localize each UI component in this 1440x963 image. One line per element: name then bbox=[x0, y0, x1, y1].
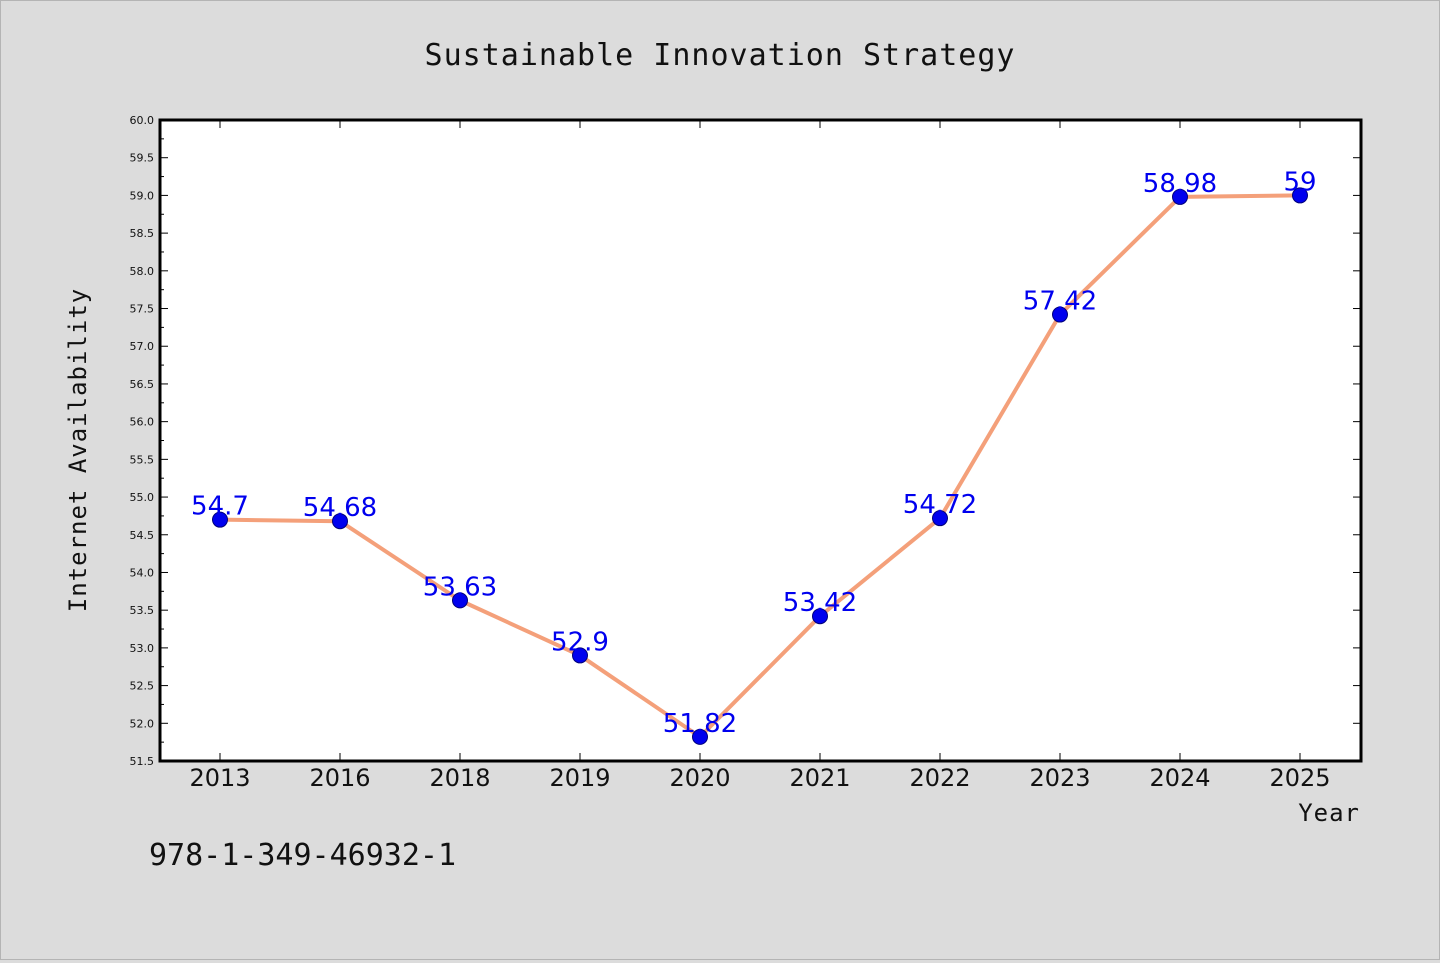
data-point bbox=[692, 728, 708, 745]
x-tick-label: 2018 bbox=[429, 764, 490, 792]
x-tick-label: 2022 bbox=[909, 764, 970, 792]
data-label: 54.68 bbox=[303, 493, 377, 523]
data-point bbox=[1052, 306, 1068, 323]
data-label: 59 bbox=[1283, 167, 1316, 197]
y-tick-label: 58.0 bbox=[130, 265, 155, 278]
x-axis: 2013 2016 2018 2019 2020 2021 2022 2023 2024 2025 bbox=[189, 120, 1331, 792]
y-tick-label: 55.0 bbox=[130, 491, 155, 504]
y-tick-label: 55.5 bbox=[130, 453, 155, 466]
series-polyline bbox=[218, 193, 1302, 739]
data-label: 58.98 bbox=[1143, 169, 1217, 199]
y-tick-label: 57.5 bbox=[130, 303, 155, 316]
x-tick-label: 2020 bbox=[669, 764, 730, 792]
data-label: 51.82 bbox=[663, 709, 737, 739]
x-tick-label: 2016 bbox=[309, 764, 370, 792]
y-tick-label: 59.0 bbox=[130, 189, 155, 202]
data-point bbox=[332, 513, 348, 530]
data-label: 52.9 bbox=[551, 627, 609, 657]
y-tick-label: 51.5 bbox=[130, 755, 155, 768]
data-label: 57.42 bbox=[1023, 287, 1097, 317]
y-tick-label: 52.5 bbox=[130, 680, 155, 693]
data-label: 54.7 bbox=[191, 492, 249, 522]
data-label: 53.63 bbox=[423, 572, 497, 602]
series-line bbox=[218, 193, 1302, 739]
data-label: 54.72 bbox=[903, 490, 977, 520]
y-tick-label: 53.5 bbox=[130, 604, 155, 617]
y-tick-label: 60.0 bbox=[130, 114, 155, 127]
data-point bbox=[1172, 188, 1188, 205]
y-tick-label: 59.5 bbox=[130, 152, 155, 165]
x-tick-label: 2024 bbox=[1149, 764, 1210, 792]
y-tick-label: 54.5 bbox=[130, 529, 155, 542]
series-points bbox=[212, 187, 1308, 745]
x-tick-label: 2013 bbox=[189, 764, 250, 792]
y-tick-label: 52.0 bbox=[130, 717, 155, 730]
y-tick-label: 56.5 bbox=[130, 378, 155, 391]
data-labels: 54.7 54.68 53.63 52.9 51.82 53.42 54.72 57.42 58… bbox=[191, 167, 1316, 738]
data-label: 53.42 bbox=[783, 588, 857, 618]
plot-area bbox=[158, 118, 1363, 763]
y-tick-label: 54.0 bbox=[130, 566, 155, 579]
data-point bbox=[452, 592, 468, 609]
y-tick-label: 53.0 bbox=[130, 642, 155, 655]
x-tick-label: 2021 bbox=[789, 764, 850, 792]
y-tick-label: 57.0 bbox=[130, 340, 155, 353]
data-point bbox=[572, 647, 588, 664]
y-tick-label: 56.0 bbox=[130, 416, 155, 429]
data-point bbox=[212, 511, 228, 528]
data-point bbox=[812, 608, 828, 625]
x-tick-label: 2019 bbox=[549, 764, 610, 792]
x-tick-label: 2023 bbox=[1029, 764, 1090, 792]
footer-text: 978-1-349-46932-1 bbox=[149, 838, 456, 873]
chart-title: Sustainable Innovation Strategy bbox=[425, 38, 1016, 73]
x-axis-label: Year bbox=[1298, 799, 1360, 827]
y-axis: 51.5 52.0 52.5 53.0 53.5 54.0 54.5 55.0 55.5 56.0… bbox=[130, 114, 1361, 768]
data-point bbox=[932, 510, 948, 527]
x-tick-label: 2025 bbox=[1269, 764, 1330, 792]
data-point bbox=[1292, 187, 1308, 204]
y-axis-label: Internet Availability bbox=[64, 288, 92, 612]
y-tick-label: 58.5 bbox=[130, 227, 155, 240]
